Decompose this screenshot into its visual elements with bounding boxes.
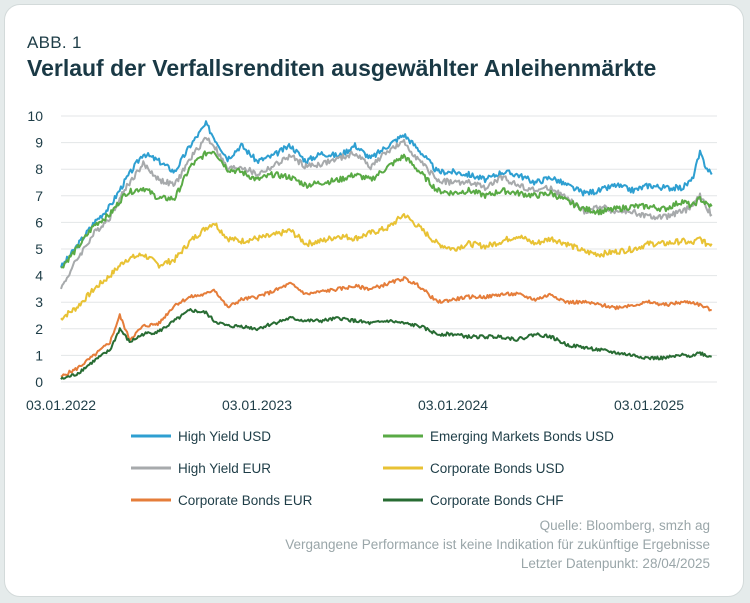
chart-title: Verlauf der Verfallsrenditen ausgewählte… [27,55,657,81]
x-tick-label: 03.01.2023 [222,397,292,413]
disclaimer-note: Vergangene Performance ist keine Indikat… [285,537,710,552]
x-tick-label: 03.01.2025 [614,397,684,413]
series-line [60,213,713,321]
series-lines [60,120,713,380]
series-line [60,150,713,269]
y-tick-label: 7 [35,188,43,204]
y-tick-label: 0 [35,374,43,390]
legend-label: Corporate Bonds USD [430,461,565,476]
series-line [60,120,713,268]
legend-label: Corporate Bonds CHF [430,493,564,508]
legend-label: Emerging Markets Bonds USD [430,429,614,444]
source-note: Quelle: Bloomberg, smzh ag [539,518,710,533]
figure-label: ABB. 1 [27,33,82,52]
y-tick-label: 8 [35,161,43,177]
y-tick-label: 5 [35,241,43,257]
series-line [60,276,712,378]
y-tick-label: 9 [35,135,43,151]
legend-label: High Yield EUR [178,461,271,476]
y-tick-label: 4 [35,268,43,284]
chart-card: ABB. 1 Verlauf der Verfallsrenditen ausg… [4,4,744,597]
y-tick-label: 3 [35,294,43,310]
series-line [60,308,712,380]
x-tick-label: 03.01.2024 [418,397,488,413]
legend-label: High Yield USD [178,429,271,444]
y-axis: 0 1 2 3 4 5 6 7 8 9 10 [27,108,43,390]
y-tick-label: 2 [35,321,43,337]
last-datapoint-note: Letzter Datenpunkt: 28/04/2025 [520,556,710,571]
legend-label: Corporate Bonds EUR [178,493,313,508]
series-line [60,136,713,290]
x-axis: 03.01.2022 03.01.2023 03.01.2024 03.01.2025 [26,397,684,413]
y-tick-label: 1 [35,347,43,363]
x-tick-label: 03.01.2022 [26,397,96,413]
y-tick-label: 6 [35,214,43,230]
legend: High Yield USD Emerging Markets Bonds USD… [131,429,614,508]
grid-lines [61,115,717,383]
y-tick-label: 10 [27,108,43,124]
